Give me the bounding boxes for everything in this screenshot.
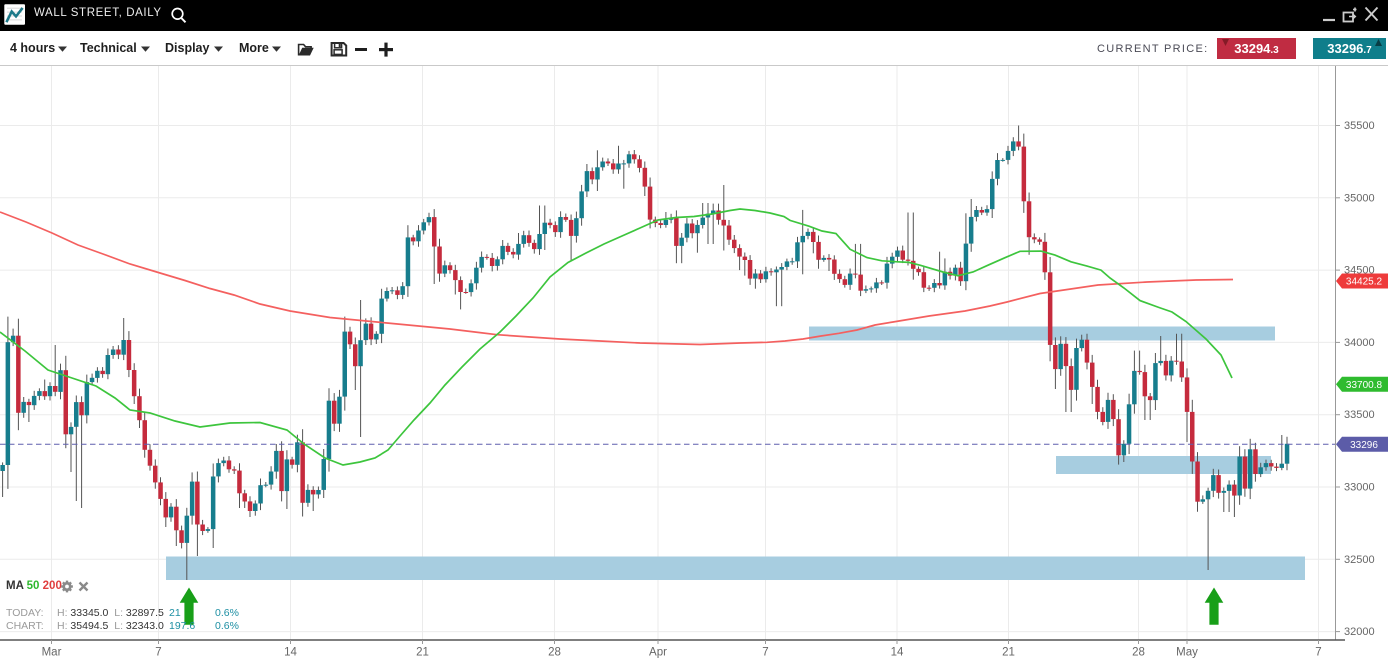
svg-text:Apr: Apr xyxy=(649,647,667,659)
svg-text:21: 21 xyxy=(416,647,429,659)
svg-text:33500: 33500 xyxy=(1344,409,1375,421)
svg-text:May: May xyxy=(1176,647,1198,659)
svg-text:7: 7 xyxy=(762,647,768,659)
svg-text:28: 28 xyxy=(548,647,561,659)
svg-text:14: 14 xyxy=(284,647,297,659)
svg-text:32500: 32500 xyxy=(1344,554,1375,566)
svg-text:33700.8: 33700.8 xyxy=(1346,380,1383,391)
svg-text:35000: 35000 xyxy=(1344,192,1375,204)
svg-text:33296: 33296 xyxy=(1350,440,1378,451)
svg-text:7: 7 xyxy=(1315,647,1321,659)
svg-text:32000: 32000 xyxy=(1344,626,1375,638)
svg-text:34000: 34000 xyxy=(1344,337,1375,349)
svg-text:7: 7 xyxy=(155,647,161,659)
svg-text:28: 28 xyxy=(1132,647,1145,659)
svg-text:33000: 33000 xyxy=(1344,482,1375,494)
svg-text:21: 21 xyxy=(1002,647,1015,659)
svg-text:34425.2: 34425.2 xyxy=(1346,277,1383,288)
svg-text:Mar: Mar xyxy=(42,647,62,659)
svg-text:35500: 35500 xyxy=(1344,120,1375,132)
svg-text:14: 14 xyxy=(891,647,904,659)
